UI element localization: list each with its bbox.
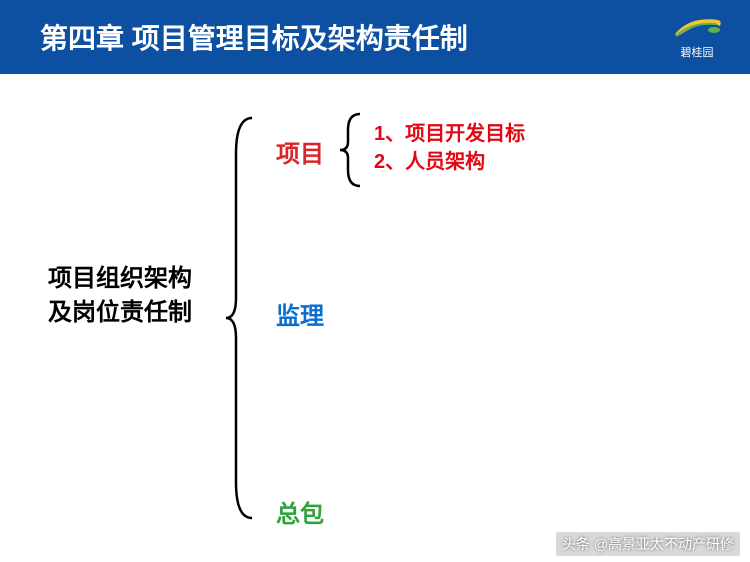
branch-project: 项目 — [276, 134, 324, 169]
header-bar: 第四章 项目管理目标及架构责任制 碧桂园 — [0, 0, 750, 74]
leaf-line1: 1、项目开发目标 — [374, 120, 525, 148]
chapter-title: 第四章 项目管理目标及架构责任制 — [40, 17, 468, 57]
branch-supervise: 监理 — [276, 296, 324, 331]
watermark-text: 头条 @高景亚太不动产研修 — [556, 532, 740, 556]
root-line1: 项目组织架构 — [48, 262, 192, 296]
brand-logo: 碧桂园 — [662, 10, 732, 65]
leaf-goals: 1、项目开发目标 2、人员架构 — [374, 120, 525, 176]
main-bracket-icon — [222, 114, 258, 522]
logo-swoosh-icon — [670, 10, 725, 42]
root-line2: 及岗位责任制 — [48, 296, 192, 330]
logo-text: 碧桂园 — [681, 44, 714, 60]
branch-contractor: 总包 — [276, 494, 324, 529]
diagram-area: 项目组织架构 及岗位责任制 项目 监理 总包 1、项目开发目标 2、人员架构 — [0, 74, 750, 562]
leaf-line2: 2、人员架构 — [374, 148, 525, 176]
root-node: 项目组织架构 及岗位责任制 — [48, 262, 192, 329]
sub-bracket-icon — [336, 110, 364, 190]
